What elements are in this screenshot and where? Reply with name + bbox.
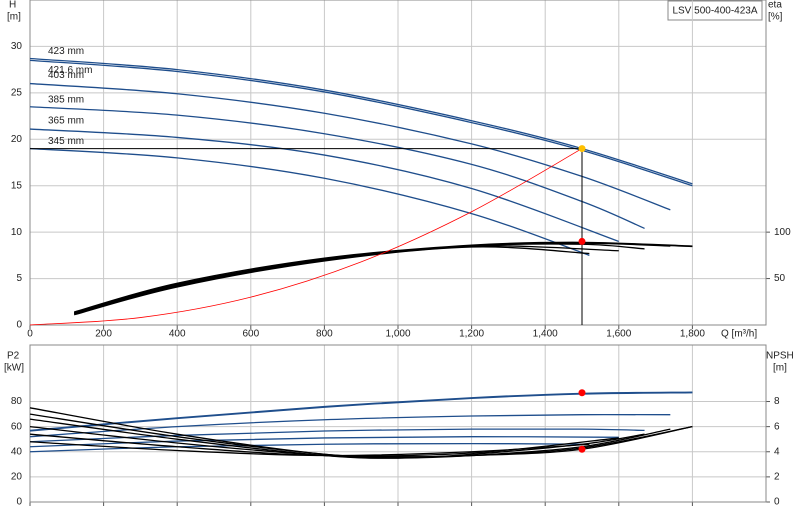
x-tick-label: 1,000 <box>385 329 410 340</box>
curve <box>29 392 693 432</box>
annotation: LSV 500-400-423A <box>672 6 757 17</box>
y-tick-label: 80 <box>11 396 23 407</box>
x-tick-label: 1,600 <box>606 329 631 340</box>
curve <box>29 148 583 326</box>
y-tick-label: 20 <box>11 472 23 483</box>
operating-point <box>578 389 586 397</box>
curve <box>29 413 671 438</box>
curve <box>29 59 693 187</box>
y-tick-label: 60 <box>11 421 23 432</box>
y-tick-label: 40 <box>11 446 23 457</box>
y2-tick-label: 50 <box>774 273 786 284</box>
y-tick-label: 20 <box>11 134 23 145</box>
y-tick-label: 10 <box>11 227 23 238</box>
y-tick-label: 25 <box>11 87 23 98</box>
curve <box>29 147 590 256</box>
curve <box>29 57 693 185</box>
x-tick-label: 600 <box>242 329 259 340</box>
y-tick-label: 15 <box>11 180 23 191</box>
curve-label: 345 mm <box>48 136 84 147</box>
plot-frame <box>29 0 767 326</box>
y2-tick-label: 4 <box>774 446 780 457</box>
curve <box>73 245 619 315</box>
y2-tick-label: 0 <box>774 497 780 508</box>
y-label: H <box>9 0 16 11</box>
curve <box>29 428 645 443</box>
curve <box>29 128 620 243</box>
y2-label: eta <box>768 0 782 11</box>
curve-label: 385 mm <box>48 94 84 105</box>
operating-point <box>578 445 586 453</box>
curve <box>29 106 645 230</box>
y2-unit: [m] <box>773 363 787 374</box>
x-tick-label: 800 <box>316 329 333 340</box>
x-label: Q [m³/h] <box>721 329 757 340</box>
curve-label: 421.6 mm <box>48 65 92 76</box>
y-tick-label: 5 <box>16 273 22 284</box>
curve <box>29 441 590 457</box>
curve-label: 403 mm <box>48 70 84 81</box>
curve-label: 365 mm <box>48 116 84 127</box>
y-unit: [m] <box>7 12 21 23</box>
y2-label: NPSH <box>766 351 794 362</box>
x-tick-label: 200 <box>95 329 112 340</box>
curve-label: 423 mm <box>48 46 84 57</box>
y2-tick-label: 6 <box>774 421 780 432</box>
annotation-box <box>667 0 763 21</box>
x-tick-label: 1,400 <box>533 329 558 340</box>
x-tick-label: 0 <box>27 329 33 340</box>
x-tick-label: 1,800 <box>680 329 705 340</box>
curve <box>29 442 590 453</box>
operating-point <box>578 145 586 153</box>
y2-tick-label: 100 <box>774 227 791 238</box>
y-tick-label: 0 <box>16 497 22 508</box>
curve <box>73 246 590 316</box>
y2-tick-label: 2 <box>774 472 780 483</box>
x-tick-label: 400 <box>169 329 186 340</box>
x-tick-label: 1,200 <box>459 329 484 340</box>
y2-unit: [%] <box>768 12 783 23</box>
operating-point <box>578 237 586 245</box>
y-tick-label: 0 <box>16 320 22 331</box>
y-tick-label: 30 <box>11 41 23 52</box>
y-unit: [kW] <box>4 363 24 374</box>
curve <box>29 413 693 458</box>
plot-frame <box>29 344 767 503</box>
y-label: P2 <box>7 351 20 362</box>
curve <box>29 391 693 432</box>
y2-tick-label: 8 <box>774 396 780 407</box>
